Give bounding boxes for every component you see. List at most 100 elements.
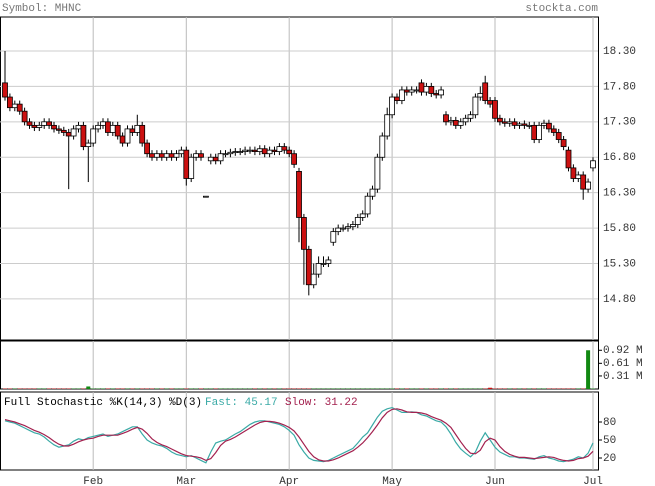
y-tick-label: 17.80 bbox=[603, 81, 636, 93]
candle-body bbox=[222, 153, 229, 156]
candle-body bbox=[570, 167, 577, 179]
candle-body bbox=[443, 114, 449, 123]
candle-body bbox=[276, 146, 283, 152]
candle-body bbox=[398, 89, 405, 101]
candle-body bbox=[482, 82, 489, 101]
candle-body bbox=[467, 114, 474, 119]
y-tick-label: 0.31 M bbox=[603, 371, 643, 383]
x-tick-label: Apr bbox=[279, 476, 299, 486]
candle-body bbox=[580, 174, 587, 190]
candle-body bbox=[139, 124, 146, 144]
candle-body bbox=[36, 124, 43, 128]
candle-body bbox=[168, 153, 175, 158]
candle-body bbox=[217, 153, 224, 162]
candle-body bbox=[158, 153, 165, 158]
candle-body bbox=[291, 153, 298, 165]
candle-body bbox=[261, 148, 268, 155]
candle-body bbox=[349, 224, 356, 228]
y-tick-label: 17.30 bbox=[603, 117, 636, 129]
candle-body bbox=[315, 263, 322, 275]
panel-frame bbox=[0, 391, 599, 471]
candle-body bbox=[418, 82, 425, 93]
candle-body bbox=[359, 213, 366, 218]
volume-bar bbox=[488, 387, 493, 389]
candle-body bbox=[271, 149, 278, 152]
candle-body bbox=[585, 181, 591, 190]
candle-body bbox=[531, 124, 538, 140]
candle-body bbox=[21, 110, 28, 123]
x-tick-label: Feb bbox=[83, 476, 103, 486]
symbol-label: Symbol: MHNC bbox=[2, 3, 82, 15]
candle-body bbox=[90, 128, 97, 144]
candle-body bbox=[511, 121, 518, 126]
candle-body bbox=[526, 124, 533, 127]
candle-body bbox=[109, 124, 116, 133]
candle-body bbox=[26, 121, 33, 126]
candle-body bbox=[11, 103, 18, 109]
volume-bar bbox=[86, 386, 91, 389]
candle-body bbox=[251, 149, 258, 152]
candle-body bbox=[310, 273, 317, 286]
candle-body bbox=[590, 160, 596, 169]
y-tick-label: 20 bbox=[603, 453, 616, 465]
candle-body bbox=[501, 121, 508, 124]
candle-body bbox=[550, 128, 557, 133]
candle-body bbox=[198, 153, 204, 158]
stochastic-line bbox=[4, 408, 594, 462]
candle-body bbox=[335, 227, 342, 233]
candle-body bbox=[247, 149, 253, 152]
candle-body bbox=[340, 227, 347, 230]
candle-body bbox=[423, 86, 430, 93]
candle-body bbox=[242, 149, 249, 152]
candle-body bbox=[41, 121, 48, 126]
candle-body bbox=[364, 195, 371, 215]
candle-body bbox=[70, 128, 77, 137]
candle-body bbox=[472, 96, 479, 116]
candle-body bbox=[462, 117, 469, 123]
candle-body bbox=[178, 149, 185, 155]
candle-body bbox=[75, 124, 82, 130]
candle-body bbox=[227, 151, 234, 155]
candle-body bbox=[477, 93, 484, 98]
candle-body bbox=[408, 89, 415, 93]
candle-body bbox=[65, 132, 72, 137]
candle-body bbox=[144, 142, 151, 155]
candle-body bbox=[438, 89, 445, 96]
candle-body bbox=[345, 226, 351, 229]
candle-body bbox=[51, 124, 57, 130]
x-tick-label: Jun bbox=[485, 476, 505, 486]
candle-body bbox=[546, 122, 552, 130]
x-tick-label: May bbox=[382, 476, 402, 486]
y-tick-label: 80 bbox=[603, 417, 616, 429]
candle-body bbox=[536, 124, 542, 140]
legend-entry: Slow: 31.22 bbox=[285, 397, 358, 409]
candle-body bbox=[281, 146, 288, 151]
candle-body bbox=[394, 96, 400, 101]
candle-body bbox=[320, 263, 327, 265]
candle-body bbox=[124, 128, 131, 144]
candle-body bbox=[7, 96, 13, 109]
candle-body bbox=[2, 82, 8, 98]
candle-body bbox=[95, 124, 101, 130]
x-tick-label: Mar bbox=[176, 476, 196, 486]
candle-body bbox=[134, 124, 141, 133]
candle-body bbox=[555, 132, 562, 140]
candle-body bbox=[232, 151, 239, 153]
candle-body bbox=[163, 153, 170, 158]
candle-body bbox=[129, 128, 136, 133]
candle-body bbox=[149, 153, 155, 158]
candle-body bbox=[56, 128, 62, 131]
candle-body bbox=[114, 124, 121, 137]
candle-body bbox=[575, 174, 582, 179]
candle-body bbox=[457, 121, 464, 126]
candle-body bbox=[286, 149, 293, 155]
candle-body bbox=[496, 117, 503, 123]
candle-body bbox=[369, 188, 376, 197]
candle-body bbox=[31, 124, 38, 128]
x-tick-label: Jul bbox=[583, 476, 603, 486]
candle-body bbox=[521, 123, 528, 126]
candle-body bbox=[560, 139, 567, 148]
